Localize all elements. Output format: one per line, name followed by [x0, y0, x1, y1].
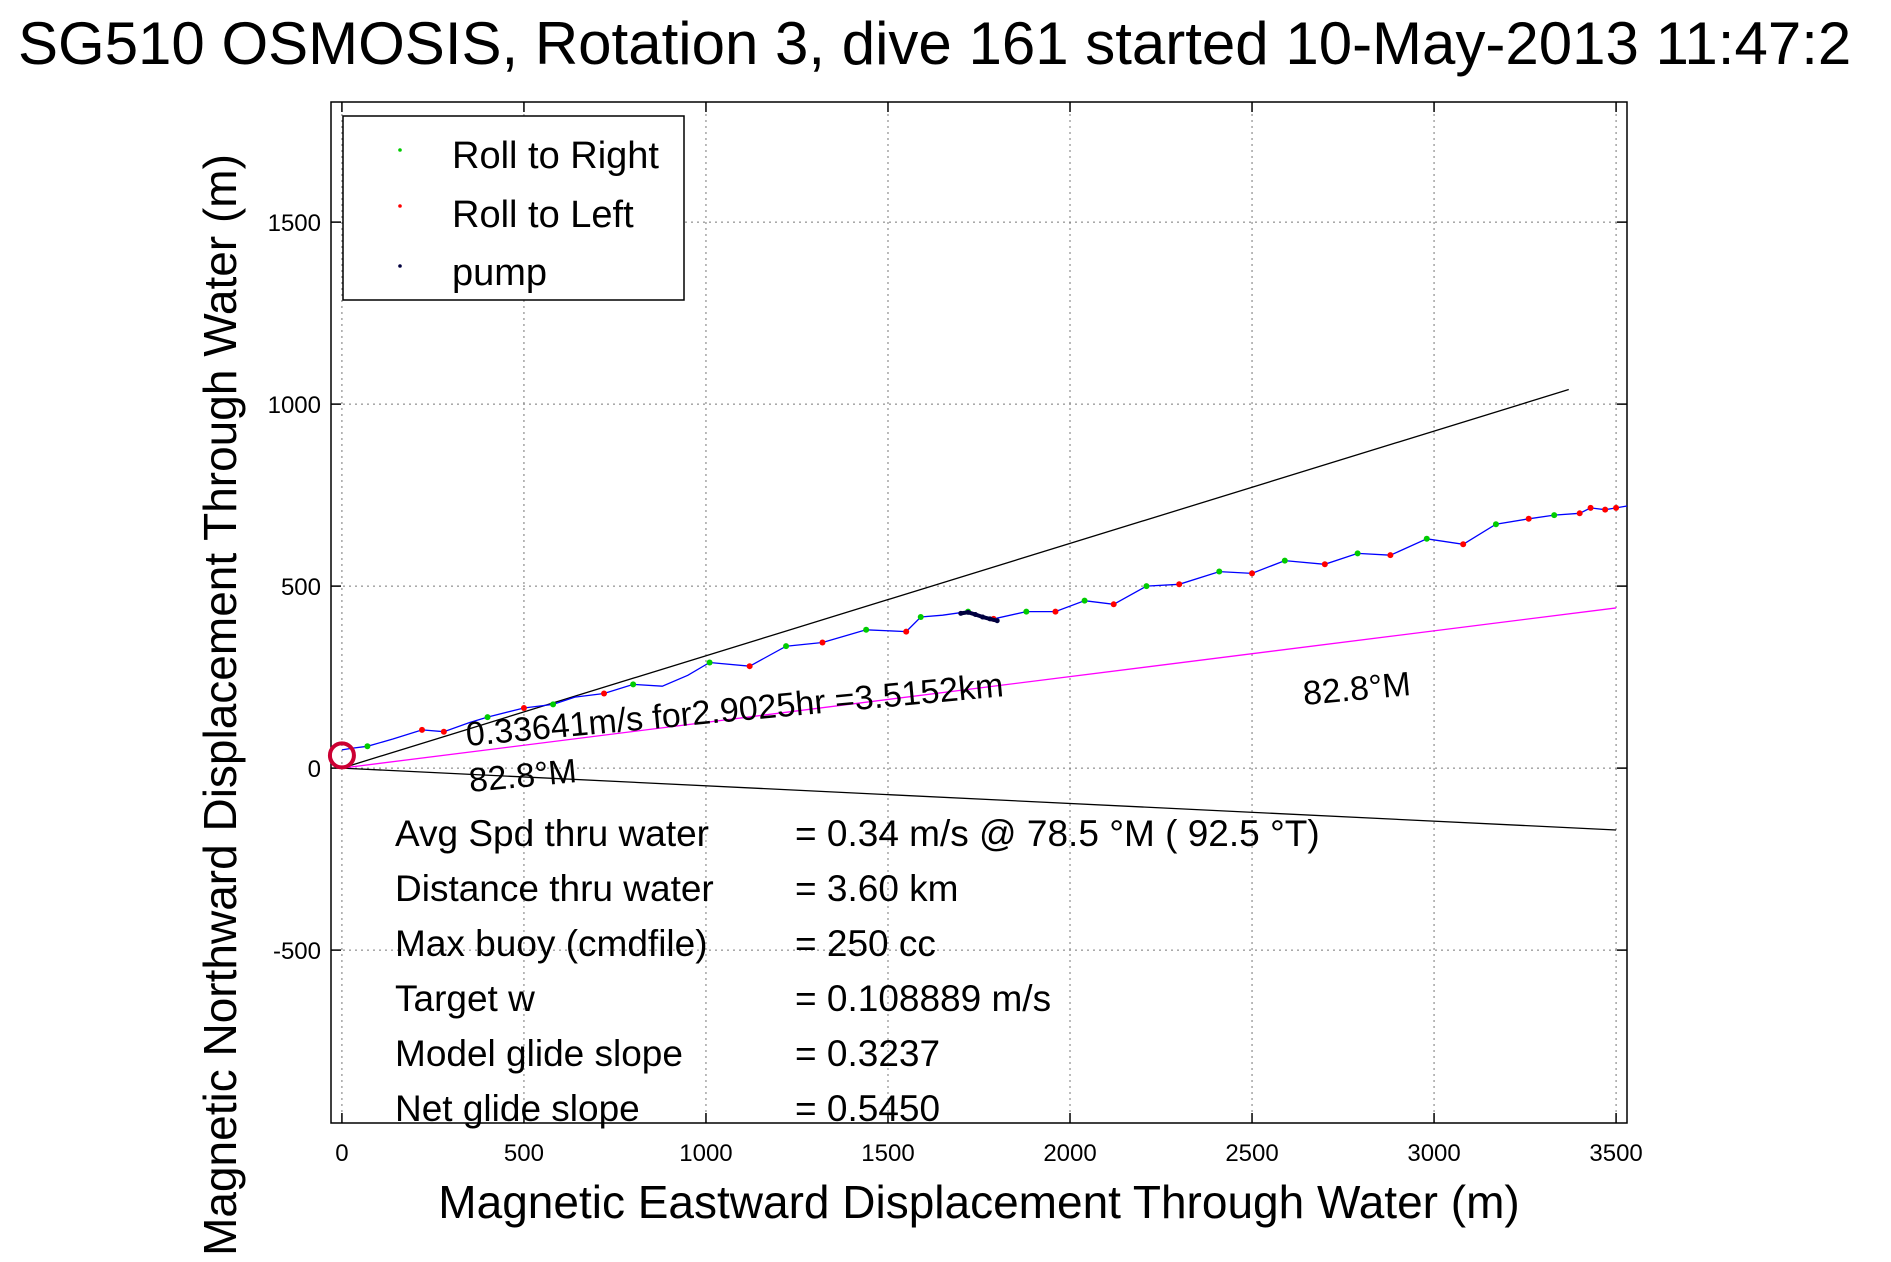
roll-left-point — [1052, 608, 1059, 615]
y-tick-label: 0 — [308, 756, 321, 783]
stat-label: Model glide slope — [395, 1033, 683, 1074]
stat-label: Net glide slope — [395, 1088, 640, 1129]
roll-left-point — [1387, 552, 1394, 559]
y-tick-label: 1500 — [268, 210, 321, 237]
x-tick-label: 3500 — [1589, 1140, 1642, 1167]
roll-right-point — [1492, 521, 1499, 528]
roll-left-point — [1460, 541, 1467, 548]
stat-value: = 0.34 m/s @ 78.5 °M ( 92.5 °T) — [795, 813, 1320, 854]
chart-title: SG510 OSMOSIS, Rotation 3, dive 161 star… — [18, 10, 1851, 77]
roll-left-point — [1249, 570, 1256, 577]
roll-right-point — [1081, 597, 1088, 604]
x-tick-label: 3000 — [1407, 1140, 1460, 1167]
roll-right-point — [550, 701, 557, 708]
roll-right-point — [1551, 512, 1558, 519]
roll-right-point — [364, 743, 371, 750]
start-loop-marker — [327, 741, 356, 770]
stat-label: Target w — [395, 978, 535, 1019]
roll-left-point — [1176, 581, 1183, 588]
grid — [331, 102, 1627, 1123]
roll-right-point — [1023, 608, 1030, 615]
x-tick-label: 1500 — [861, 1140, 914, 1167]
legend-label-pump: pump — [452, 252, 547, 294]
legend: Roll to Right Roll to Left pump — [342, 115, 685, 301]
roll-left-point — [1576, 510, 1583, 517]
roll-right-point — [1216, 568, 1223, 575]
roll-left-point — [903, 628, 910, 635]
roll-left-point — [1587, 504, 1594, 511]
stat-value: = 3.60 km — [795, 868, 959, 909]
roll-left-point — [819, 639, 826, 646]
legend-marker-roll-right — [398, 148, 402, 152]
legend-label-roll-right: Roll to Right — [452, 135, 659, 177]
x-tick-label: 0 — [335, 1140, 348, 1167]
roll-right-point — [1143, 583, 1150, 590]
stat-label: Avg Spd thru water — [395, 813, 709, 854]
roll-left-point — [746, 663, 753, 670]
stats-panel: Avg Spd thru water = 0.34 m/s @ 78.5 °M (… — [395, 813, 1320, 1129]
stat-label: Distance thru water — [395, 868, 714, 909]
heading-annotation-far: 82.8°M — [1301, 665, 1412, 713]
y-tick-label: 500 — [281, 574, 321, 601]
pump-point — [980, 614, 986, 620]
stat-value: = 0.5450 — [795, 1088, 940, 1129]
plot-frame — [330, 101, 1628, 1124]
roll-right-point — [484, 714, 491, 721]
roll-left-point — [440, 728, 447, 735]
roll-right-point — [1423, 535, 1430, 542]
pump-point — [994, 618, 1000, 624]
pump-point — [987, 616, 993, 622]
roll-right-point — [1354, 550, 1361, 557]
roll-left-point — [1321, 561, 1328, 568]
stat-label: Max buoy (cmdfile) — [395, 923, 708, 964]
roll-left-point — [601, 690, 608, 697]
x-axis-label: Magnetic Eastward Displacement Through W… — [438, 1176, 1519, 1228]
markers-layer — [327, 504, 1620, 770]
legend-marker-roll-left — [398, 204, 402, 208]
stat-value: = 0.3237 — [795, 1033, 940, 1074]
roll-left-point — [1525, 515, 1532, 522]
roll-left-point — [1110, 601, 1117, 608]
roll-right-point — [706, 659, 713, 666]
axis-ticks: 0 500 1000 1500 2000 2500 3000 3500 -500 0 500 1000… — [268, 102, 1643, 1167]
roll-right-point — [630, 681, 637, 688]
pump-point — [972, 612, 978, 618]
x-tick-label: 1000 — [679, 1140, 732, 1167]
roll-right-point — [1281, 557, 1288, 564]
legend-marker-pump — [398, 264, 402, 268]
x-tick-label: 2000 — [1043, 1140, 1096, 1167]
roll-left-point — [520, 705, 527, 712]
pump-point — [965, 609, 971, 615]
y-tick-label: 1000 — [268, 392, 321, 419]
heading-annotation-near: 82.8°M — [467, 752, 578, 800]
y-axis-label: Magnetic Northward Displacement Through … — [194, 154, 246, 1256]
legend-box — [342, 115, 685, 301]
heading-line — [341, 607, 1617, 769]
roll-right-point — [783, 643, 790, 650]
roll-left-point — [1602, 506, 1609, 513]
annotations: 0.33641m/s for2.9025hr =3.5152km 82.8°M … — [464, 665, 1412, 800]
x-tick-label: 500 — [504, 1140, 544, 1167]
legend-label-roll-left: Roll to Left — [452, 194, 634, 236]
stat-value: = 250 cc — [795, 923, 936, 964]
roll-right-point — [917, 614, 924, 621]
x-tick-label: 2500 — [1225, 1140, 1278, 1167]
lower-bound-line — [341, 767, 1617, 831]
roll-right-point — [863, 626, 870, 633]
speed-annotation: 0.33641m/s for2.9025hr =3.5152km — [464, 666, 1005, 754]
pump-point — [958, 610, 964, 616]
roll-left-point — [419, 726, 426, 733]
roll-left-point — [1613, 504, 1620, 511]
y-tick-label: -500 — [273, 938, 321, 965]
stat-value: = 0.108889 m/s — [795, 978, 1051, 1019]
